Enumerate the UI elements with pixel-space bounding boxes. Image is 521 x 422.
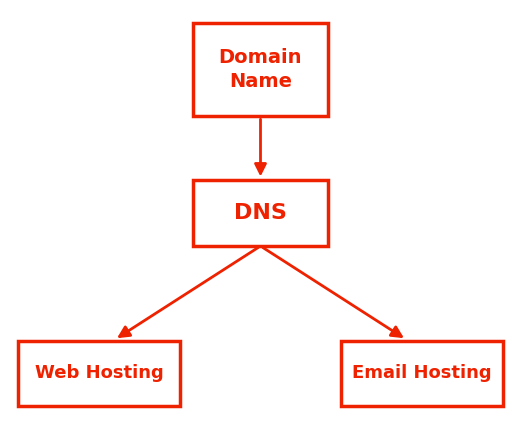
- FancyBboxPatch shape: [193, 181, 328, 246]
- Text: DNS: DNS: [234, 203, 287, 223]
- FancyBboxPatch shape: [193, 23, 328, 116]
- Text: Web Hosting: Web Hosting: [34, 365, 164, 382]
- Text: Domain
Name: Domain Name: [219, 49, 302, 91]
- FancyBboxPatch shape: [341, 341, 503, 406]
- Text: Email Hosting: Email Hosting: [352, 365, 492, 382]
- FancyBboxPatch shape: [18, 341, 180, 406]
